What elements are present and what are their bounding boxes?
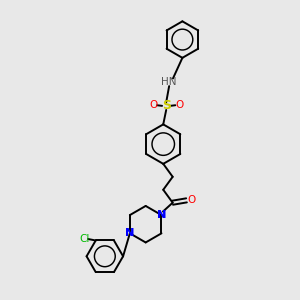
- Text: N: N: [125, 228, 134, 238]
- Text: N: N: [157, 210, 166, 220]
- Text: N: N: [125, 228, 134, 238]
- Text: HN: HN: [161, 77, 177, 87]
- Text: O: O: [187, 195, 195, 205]
- Text: O: O: [175, 100, 183, 110]
- Text: S: S: [162, 99, 171, 112]
- Text: Cl: Cl: [79, 234, 90, 244]
- Text: N: N: [157, 210, 166, 220]
- Text: O: O: [149, 100, 158, 110]
